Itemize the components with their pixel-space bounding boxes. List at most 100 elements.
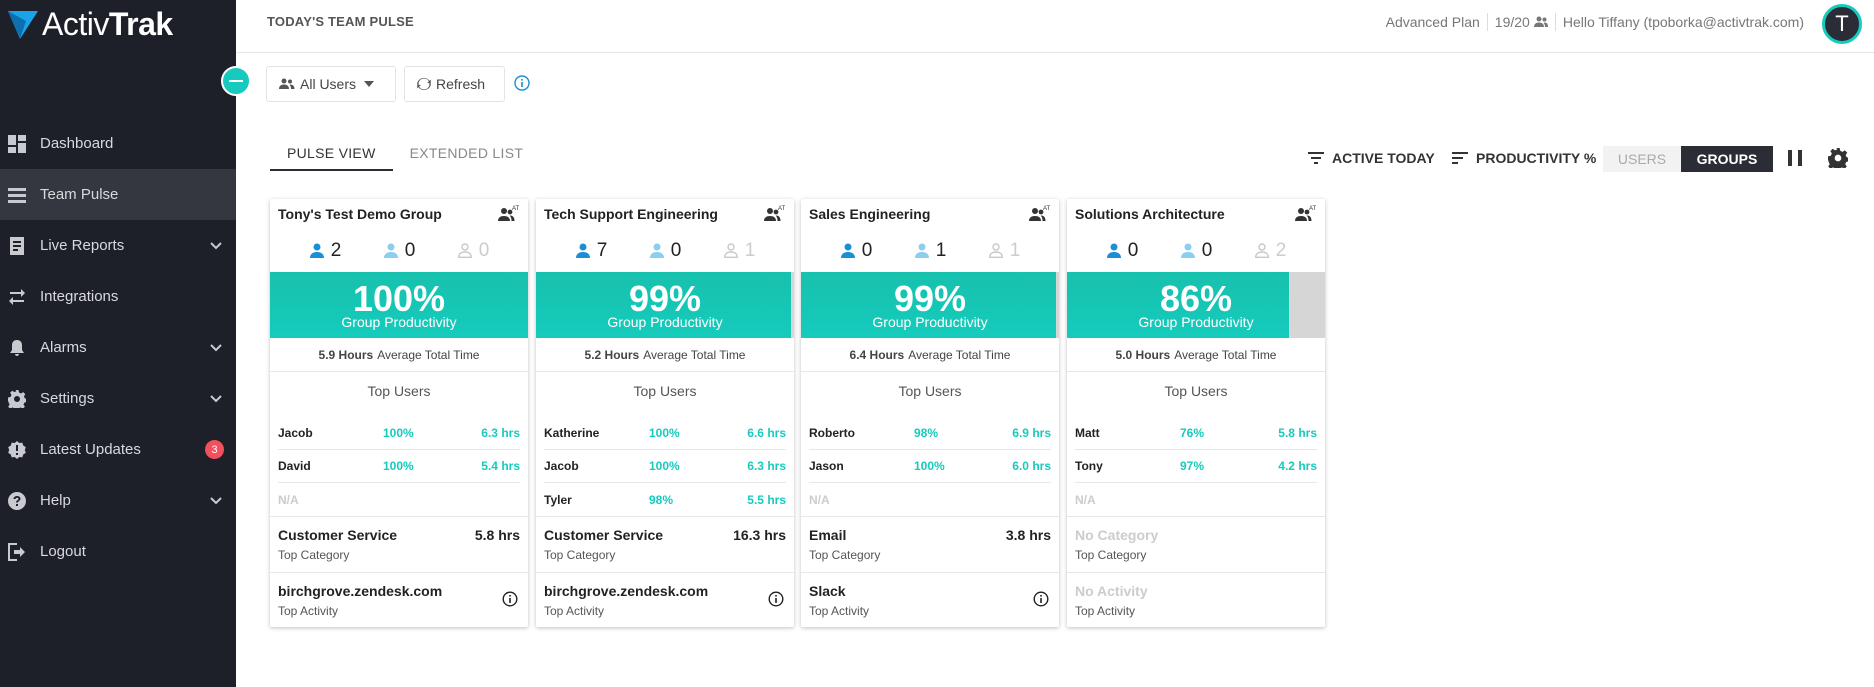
status-counts: 7 0 1 bbox=[536, 229, 794, 272]
top-user-row[interactable]: Jacob 100% 6.3 hrs bbox=[278, 417, 520, 450]
sidebar-item-help[interactable]: Help bbox=[0, 475, 236, 526]
top-user-row[interactable]: Tyler 98% 5.5 hrs bbox=[544, 483, 786, 516]
sidebar-item-label: Live Reports bbox=[40, 237, 125, 254]
group-name: Solutions Architecture bbox=[1075, 206, 1225, 222]
top-user-name: Katherine bbox=[544, 426, 600, 440]
top-users-list: Jacob 100% 6.3 hrs David 100% 5.4 hrs N/A bbox=[270, 417, 528, 516]
inactive-user-icon bbox=[1254, 243, 1269, 258]
category-name: No Category bbox=[1075, 527, 1159, 543]
divider bbox=[1486, 13, 1488, 31]
page-title: TODAY'S TEAM PULSE bbox=[267, 14, 414, 29]
users-filter-dropdown[interactable]: All Users bbox=[266, 66, 396, 102]
category-name: Customer Service bbox=[544, 527, 664, 543]
dashboard-icon bbox=[8, 134, 26, 153]
account-info: Advanced Plan 19/20 Hello Tiffany (tpobo… bbox=[1386, 13, 1804, 31]
passive-users-count: 0 bbox=[383, 240, 415, 262]
top-users-heading: Top Users bbox=[633, 383, 697, 399]
productivity-remainder bbox=[1056, 272, 1059, 338]
active-users-count: 7 bbox=[575, 240, 607, 262]
productivity-fill bbox=[270, 272, 528, 338]
top-category: Customer Service 16.3 hrs Top Category bbox=[536, 516, 794, 572]
inactive-users-count: 0 bbox=[457, 240, 489, 262]
group-card[interactable]: Solutions Architecture AT 0 0 2 86% Grou… bbox=[1067, 199, 1325, 627]
active-user-icon bbox=[1106, 243, 1121, 258]
refresh-icon bbox=[417, 77, 431, 91]
sidebar-item-alarms[interactable]: Alarms bbox=[0, 322, 236, 373]
info-icon[interactable] bbox=[514, 75, 530, 91]
toggle-users[interactable]: USERS bbox=[1603, 146, 1681, 172]
active-today-filter[interactable]: ACTIVE TODAY bbox=[1308, 150, 1435, 166]
sidebar-item-label: Dashboard bbox=[40, 135, 114, 152]
tab-pulse-view[interactable]: PULSE VIEW bbox=[270, 145, 393, 171]
group-card[interactable]: Sales Engineering AT 0 1 1 99% Group Pro… bbox=[801, 199, 1059, 627]
top-user-row[interactable]: Jason 100% 6.0 hrs bbox=[809, 450, 1051, 483]
tab-extended-list[interactable]: EXTENDED LIST bbox=[409, 145, 524, 161]
info-icon[interactable] bbox=[502, 591, 518, 607]
pause-icon[interactable] bbox=[1788, 150, 1802, 166]
users-groups-toggle: USERS GROUPS bbox=[1603, 146, 1773, 172]
plan-name[interactable]: Advanced Plan bbox=[1385, 14, 1480, 30]
group-card[interactable]: Tony's Test Demo Group AT 2 0 0 100% Gro… bbox=[270, 199, 528, 627]
caret-down-icon bbox=[364, 81, 375, 87]
top-user-row[interactable]: Matt 76% 5.8 hrs bbox=[1075, 417, 1317, 450]
top-user-name: Matt bbox=[1075, 426, 1100, 440]
sidebar-item-live-reports[interactable]: Live Reports bbox=[0, 220, 236, 271]
avatar[interactable]: T bbox=[1822, 4, 1862, 44]
top-users-heading: Top Users bbox=[1164, 383, 1228, 399]
users-filter-label: All Users bbox=[300, 76, 357, 92]
chevron-down-icon[interactable] bbox=[208, 492, 224, 508]
top-user-productivity: 100% bbox=[649, 459, 680, 473]
top-user-productivity: 100% bbox=[649, 426, 680, 440]
top-user-row[interactable]: Jacob 100% 6.3 hrs bbox=[544, 450, 786, 483]
top-activity-label: Top Activity bbox=[809, 604, 870, 618]
sidebar-item-integrations[interactable]: Integrations bbox=[0, 271, 236, 322]
chevron-down-icon[interactable] bbox=[208, 237, 224, 253]
top-user-name: David bbox=[278, 459, 311, 473]
group-type-icon: AT bbox=[764, 206, 785, 221]
sidebar-item-settings[interactable]: Settings bbox=[0, 373, 236, 424]
top-user-productivity: 97% bbox=[1180, 459, 1205, 473]
sidebar-item-dashboard[interactable]: Dashboard bbox=[0, 118, 236, 169]
group-card[interactable]: Tech Support Engineering AT 7 0 1 99% Gr… bbox=[536, 199, 794, 627]
top-users-list: Matt 76% 5.8 hrs Tony 97% 4.2 hrs N/A bbox=[1067, 417, 1325, 516]
sidebar-item-team-pulse[interactable]: Team Pulse bbox=[0, 169, 236, 220]
info-icon[interactable] bbox=[768, 591, 784, 607]
productivity-sort-label: PRODUCTIVITY % bbox=[1476, 150, 1597, 166]
group-productivity-bar: 86% Group Productivity bbox=[1067, 272, 1325, 338]
sidebar-item-logout[interactable]: Logout bbox=[0, 526, 236, 577]
view-tabs: PULSE VIEW EXTENDED LIST bbox=[270, 145, 540, 171]
top-user-row[interactable]: Tony 97% 4.2 hrs bbox=[1075, 450, 1317, 483]
top-user-hours: 5.4 hrs bbox=[481, 459, 520, 473]
refresh-button[interactable]: Refresh bbox=[404, 66, 505, 102]
top-user-row[interactable]: Katherine 100% 6.6 hrs bbox=[544, 417, 786, 450]
passive-users-count: 1 bbox=[914, 240, 946, 262]
status-counts: 0 1 1 bbox=[801, 229, 1059, 272]
top-user-row[interactable]: David 100% 5.4 hrs bbox=[278, 450, 520, 483]
top-users-list: Roberto 98% 6.9 hrs Jason 100% 6.0 hrs N/A bbox=[801, 417, 1059, 516]
minus-icon bbox=[229, 80, 243, 82]
top-user-hours: 4.2 hrs bbox=[1278, 459, 1317, 473]
top-activity-label: Top Activity bbox=[278, 604, 339, 618]
user-greeting: Hello Tiffany (tpoborka@activtrak.com) bbox=[1562, 14, 1804, 30]
passive-users-count: 0 bbox=[1180, 240, 1212, 262]
activtrak-logo[interactable]: ActivTrak bbox=[6, 4, 173, 44]
collapse-sidebar-button[interactable] bbox=[221, 66, 251, 96]
group-productivity-bar: 99% Group Productivity bbox=[536, 272, 794, 338]
sidebar-item-latest-updates[interactable]: Latest Updates 3 bbox=[0, 424, 236, 475]
sidebar: ActivTrak Dashboard Team Pulse Live Repo… bbox=[0, 0, 236, 687]
passive-user-icon bbox=[914, 243, 929, 258]
productivity-sort[interactable]: PRODUCTIVITY % bbox=[1452, 150, 1596, 166]
seat-count: 19/20 bbox=[1494, 14, 1530, 30]
active-user-icon bbox=[575, 243, 590, 258]
chevron-down-icon[interactable] bbox=[208, 339, 224, 355]
top-user-row[interactable]: Roberto 98% 6.9 hrs bbox=[809, 417, 1051, 450]
active-users-count: 2 bbox=[309, 240, 341, 262]
top-category-label: Top Category bbox=[1075, 548, 1147, 562]
top-users-heading: Top Users bbox=[898, 383, 962, 399]
gear-icon bbox=[8, 389, 26, 408]
active-users-count: 0 bbox=[840, 240, 872, 262]
toggle-groups[interactable]: GROUPS bbox=[1681, 146, 1773, 172]
chevron-down-icon[interactable] bbox=[208, 390, 224, 406]
info-icon[interactable] bbox=[1033, 591, 1049, 607]
settings-gear-icon[interactable] bbox=[1828, 148, 1848, 168]
